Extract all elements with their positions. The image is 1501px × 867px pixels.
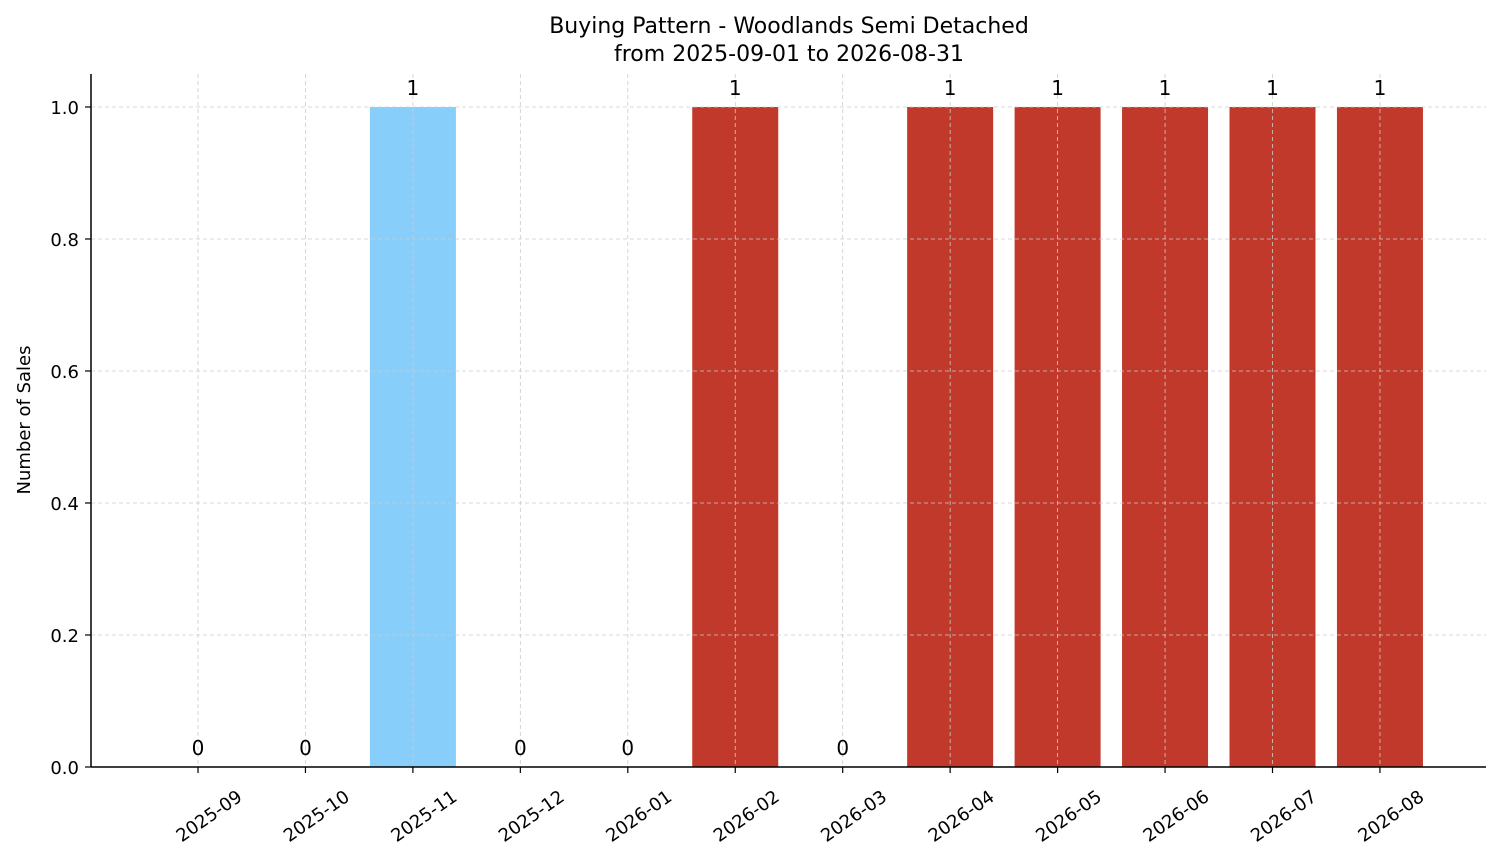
data-label-2026-07: 1 [1266,76,1279,100]
data-label-2025-10: 0 [299,736,312,760]
data-labels: 0 0 1 0 0 1 0 1 1 1 1 1 [192,76,1387,760]
bar-2026-07 [1229,107,1316,767]
bar-2026-05 [1014,107,1101,767]
y-tick-label: 0.6 [50,362,79,383]
data-label-2025-09: 0 [192,736,205,760]
y-tick-label: 1.0 [50,98,79,119]
x-tick-label: 2026-08 [1354,786,1428,846]
x-tick-label: 2026-07 [1247,786,1321,846]
data-label-2026-04: 1 [944,76,957,100]
x-tick-label: 2025-09 [173,786,247,846]
x-tick-label: 2025-11 [387,786,461,846]
x-tick-label: 2025-10 [280,786,354,846]
grid [91,74,1486,767]
y-tick-label: 0.4 [50,494,79,515]
data-label-2026-03: 0 [836,736,849,760]
bar-2026-04 [907,107,994,767]
chart-subtitle: from 2025-09-01 to 2026-08-31 [614,42,964,67]
data-label-2026-01: 0 [621,736,634,760]
bar-2026-08 [1336,107,1423,767]
bars [369,107,1423,767]
data-label-2025-12: 0 [514,736,527,760]
data-label-2026-08: 1 [1374,76,1387,100]
x-tick-label: 2026-01 [602,786,676,846]
x-tick-label: 2026-03 [817,786,891,846]
axes [85,74,1486,773]
y-tick-label: 0.8 [50,230,79,251]
y-axis-label: Number of Sales [14,345,35,494]
y-tick-label: 0.2 [50,626,79,647]
y-tick-label: 0.0 [50,758,79,779]
bar-2026-06 [1122,107,1209,767]
data-label-2026-06: 1 [1159,76,1172,100]
chart-title: Buying Pattern - Woodlands Semi Detached [549,14,1029,39]
x-tick-label: 2025-12 [495,786,569,846]
x-tick-label: 2026-02 [710,786,784,846]
data-label-2026-02: 1 [729,76,742,100]
x-tick-label: 2026-04 [925,786,999,846]
x-tick-label: 2026-06 [1140,786,1214,846]
data-label-2025-11: 1 [407,76,420,100]
data-label-2026-05: 1 [1051,76,1064,100]
x-tick-label: 2026-05 [1032,786,1106,846]
bar-2026-02 [692,107,779,767]
bar-2025-11 [369,107,456,767]
